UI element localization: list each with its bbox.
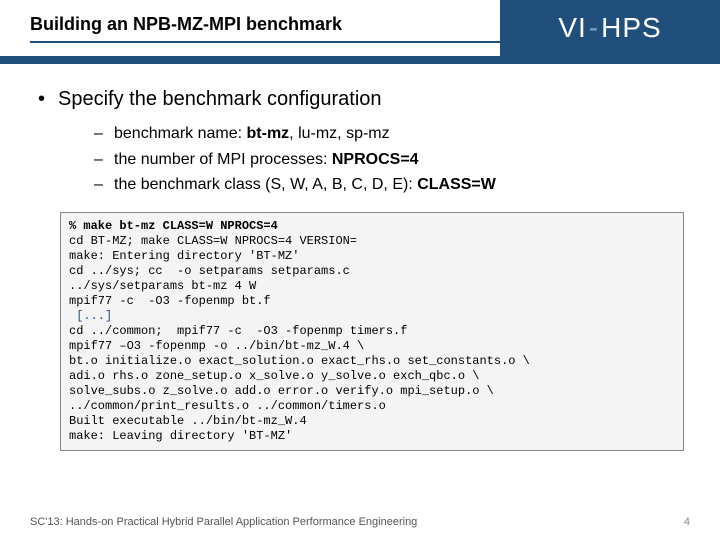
header-left: Building an NPB-MZ-MPI benchmark	[0, 0, 500, 56]
code-line: Built executable ../bin/bt-mz_W.4	[69, 414, 307, 428]
footer-text: SC'13: Hands-on Practical Hybrid Paralle…	[30, 516, 417, 528]
code-line: mpif77 –O3 -fopenmp -o ../bin/bt-mz_W.4 …	[69, 339, 364, 353]
code-line: bt.o initialize.o exact_solution.o exact…	[69, 354, 530, 368]
slide-body: Specify the benchmark configuration benc…	[0, 64, 720, 196]
code-line: ../sys/setparams bt-mz 4 W	[69, 279, 256, 293]
page-number: 4	[684, 516, 690, 528]
code-line: make: Leaving directory 'BT-MZ'	[69, 429, 292, 443]
slide-title: Building an NPB-MZ-MPI benchmark	[30, 14, 500, 43]
sub-bullet-list: benchmark name: bt-mz, lu-mz, sp-mz the …	[36, 123, 684, 196]
main-bullet: Specify the benchmark configuration	[36, 88, 684, 111]
code-ellipsis: [...]	[69, 309, 112, 323]
code-line: make: Entering directory 'BT-MZ'	[69, 249, 299, 263]
code-line: cd ../common; mpif77 -c -O3 -fopenmp tim…	[69, 324, 407, 338]
sub-bullet: benchmark name: bt-mz, lu-mz, sp-mz	[94, 123, 684, 145]
terminal-code-block: % make bt-mz CLASS=W NPROCS=4 cd BT-MZ; …	[60, 212, 684, 451]
logo-badge: VI-HPS	[500, 0, 720, 56]
slide-footer: SC'13: Hands-on Practical Hybrid Paralle…	[30, 516, 690, 528]
code-line: ../common/print_results.o ../common/time…	[69, 399, 386, 413]
code-line: cd BT-MZ; make CLASS=W NPROCS=4 VERSION=	[69, 234, 357, 248]
sub-bullet: the number of MPI processes: NPROCS=4	[94, 149, 684, 171]
code-line: mpif77 -c -O3 -fopenmp bt.f	[69, 294, 271, 308]
code-line: cd ../sys; cc -o setparams setparams.c	[69, 264, 350, 278]
code-line: solve_subs.o z_solve.o add.o error.o ver…	[69, 384, 494, 398]
code-command: % make bt-mz CLASS=W NPROCS=4	[69, 219, 278, 233]
code-line: adi.o rhs.o zone_setup.o x_solve.o y_sol…	[69, 369, 479, 383]
slide-header: Building an NPB-MZ-MPI benchmark VI-HPS	[0, 0, 720, 64]
sub-bullet: the benchmark class (S, W, A, B, C, D, E…	[94, 174, 684, 196]
logo-text: VI-HPS	[558, 12, 661, 44]
